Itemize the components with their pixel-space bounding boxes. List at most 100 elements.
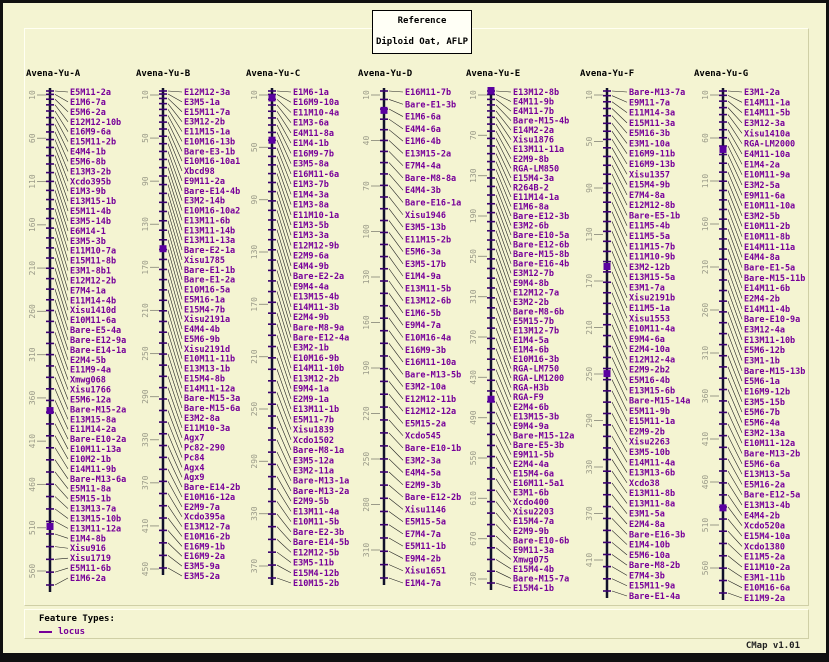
locus-label[interactable]: Bare-M8-9a bbox=[293, 323, 344, 333]
locus-label[interactable]: E15M4-4b bbox=[513, 565, 554, 575]
locus-label[interactable]: RGA-LM750 bbox=[513, 365, 559, 375]
locus-label[interactable]: E16M9-13b bbox=[629, 160, 675, 170]
locus-label[interactable]: E5M11-6b bbox=[70, 564, 111, 574]
locus-label[interactable]: Xisu1839 bbox=[293, 425, 334, 436]
locus-label[interactable]: Bare-E12-4a bbox=[293, 334, 349, 344]
locus-label[interactable]: E11M10-7a bbox=[70, 247, 116, 257]
locus-label[interactable]: E11M14-3a bbox=[629, 109, 675, 119]
locus-label[interactable]: E13M13-1b bbox=[184, 365, 230, 375]
locus-label[interactable]: E2M9-5b bbox=[293, 497, 329, 507]
locus-label[interactable]: Bare-E10-5a bbox=[513, 231, 569, 241]
locus-label[interactable]: Bare-E16-1a bbox=[405, 198, 461, 208]
locus-label[interactable]: Bare-M15-13b bbox=[744, 367, 805, 377]
locus-label[interactable]: Bare-M8-1a bbox=[293, 446, 344, 456]
locus-label[interactable]: Bare-E10-9a bbox=[744, 315, 800, 325]
locus-label[interactable]: E5M6-12a bbox=[70, 395, 111, 405]
locus-label[interactable]: E9M4-1a bbox=[293, 385, 329, 395]
locus-label[interactable]: E5M11-8a bbox=[70, 485, 111, 495]
locus-label[interactable]: E10M16-9b bbox=[293, 354, 339, 364]
locus-label[interactable]: E3M5-2a bbox=[184, 572, 220, 582]
locus-label[interactable]: E9M11-7a bbox=[629, 98, 670, 108]
locus-label[interactable]: E12M12-12a bbox=[405, 407, 456, 417]
locus-label[interactable]: E3M1-10a bbox=[629, 139, 670, 149]
locus-label[interactable]: E4M4-6a bbox=[405, 125, 441, 135]
locus-label[interactable]: Bare-M15-3a bbox=[184, 394, 240, 404]
locus-label[interactable]: Bare-E3-1b bbox=[184, 147, 235, 157]
locus-label[interactable]: E15M4-7a bbox=[513, 517, 554, 527]
locus-label[interactable]: E1M6-6a bbox=[405, 113, 441, 123]
locus-label[interactable]: Xisu1357 bbox=[629, 169, 670, 180]
locus-label[interactable]: E3M2-12b bbox=[629, 263, 670, 273]
locus-label[interactable]: Bare-E2-3b bbox=[293, 528, 344, 538]
locus-label[interactable]: E2M9-8b bbox=[513, 155, 549, 165]
locus-label[interactable]: E5M6-9b bbox=[184, 335, 220, 345]
locus-label[interactable]: E2M9-1a bbox=[293, 395, 329, 405]
locus-label[interactable]: Bare-E5-4a bbox=[70, 326, 121, 336]
locus-label[interactable]: Xisu1785 bbox=[184, 255, 225, 266]
locus-label[interactable]: Bare-E14-2b bbox=[184, 483, 240, 493]
locus-label[interactable]: Xisu1146 bbox=[405, 504, 446, 515]
locus-label[interactable]: E3M5-13b bbox=[405, 223, 446, 233]
locus-label[interactable]: E13M11-14b bbox=[184, 226, 235, 236]
locus-label[interactable]: E10M16-6a bbox=[744, 584, 790, 594]
locus-label[interactable]: E10M11-6a bbox=[70, 316, 116, 326]
locus-label[interactable]: E10M11-10a bbox=[744, 202, 795, 212]
locus-label[interactable]: Xisu2263 bbox=[629, 437, 670, 448]
locus-label[interactable]: E7M4-4a bbox=[405, 162, 441, 172]
locus-label[interactable]: E5M15-5a bbox=[405, 518, 446, 528]
locus-label[interactable]: RGA-LM2000 bbox=[744, 140, 795, 150]
locus-label[interactable]: Xisu2191b bbox=[629, 293, 675, 304]
locus-label[interactable]: E12M12-9b bbox=[293, 241, 339, 251]
locus-label[interactable]: E15M4-1b bbox=[513, 584, 554, 594]
locus-label[interactable]: E5M16-2a bbox=[744, 480, 785, 490]
map-title[interactable]: Avena-Yu-E bbox=[466, 69, 520, 79]
locus-label[interactable]: E13M13-7a bbox=[70, 505, 116, 515]
locus-label[interactable]: E11M9-2a bbox=[744, 594, 785, 604]
locus-label[interactable]: Bare-E14-4b bbox=[184, 187, 240, 197]
locus-label[interactable]: E11M14-2a bbox=[70, 425, 116, 435]
locus-label[interactable]: E5M11-9b bbox=[629, 407, 670, 417]
locus-label[interactable]: E3M2-2b bbox=[513, 298, 549, 308]
locus-label[interactable]: E14M11-10b bbox=[293, 364, 344, 374]
locus-label[interactable]: E2M4-4a bbox=[513, 460, 549, 470]
locus-label[interactable]: E13M15-2a bbox=[405, 149, 451, 159]
locus-label[interactable]: E16M9-1b bbox=[184, 542, 225, 552]
locus-label[interactable]: Bare-E14-1a bbox=[70, 346, 126, 356]
locus-label[interactable]: E4M4-2b bbox=[744, 511, 780, 521]
locus-label[interactable]: E10M11-4a bbox=[629, 325, 675, 335]
locus-label[interactable]: E16M9-7b bbox=[293, 149, 334, 159]
locus-label[interactable]: E4M11-8a bbox=[293, 129, 334, 139]
locus-label[interactable]: E9M4-7a bbox=[405, 321, 441, 331]
locus-label[interactable]: Bare-E5-1b bbox=[629, 211, 680, 221]
locus-label[interactable]: Xcdo1380 bbox=[744, 542, 785, 552]
locus-label[interactable]: E2M4-9b bbox=[293, 313, 329, 323]
locus-label[interactable]: E13M15-6b bbox=[629, 386, 675, 396]
locus-label[interactable]: E10M16-10a1 bbox=[184, 157, 240, 167]
locus-label[interactable]: E3M1-2a bbox=[744, 88, 780, 98]
locus-label[interactable]: Bare-E16-4b bbox=[513, 260, 569, 270]
locus-label[interactable]: Bare-M8-2b bbox=[629, 561, 680, 571]
locus-label[interactable]: E3M5-15b bbox=[744, 398, 785, 408]
locus-label[interactable]: RGA-F9 bbox=[513, 393, 544, 403]
locus-label[interactable]: E5M15-1b bbox=[70, 495, 111, 505]
locus-label[interactable]: Bare-M13-2a bbox=[293, 487, 349, 497]
locus-label[interactable]: E3M1-8b1 bbox=[70, 267, 111, 277]
locus-label[interactable]: E3M2-1b bbox=[293, 344, 329, 354]
locus-label[interactable]: Bare-M15-11b bbox=[744, 274, 805, 284]
locus-label[interactable]: Bare-E12-6b bbox=[513, 241, 569, 251]
locus-label[interactable]: E10M11-5b bbox=[293, 518, 339, 528]
locus-label[interactable]: E4M4-8a bbox=[744, 253, 780, 263]
locus-label[interactable]: E12M12-5b bbox=[293, 548, 339, 558]
locus-label[interactable]: E11M5-1a bbox=[629, 304, 670, 314]
locus-label[interactable]: E15M11-8b bbox=[70, 257, 116, 267]
locus-label[interactable]: E5M6-7b bbox=[744, 408, 780, 418]
locus-label[interactable]: E2M4-10a bbox=[629, 345, 670, 355]
locus-label[interactable]: E16M9-12b bbox=[744, 387, 790, 397]
locus-label[interactable]: E1M6-4b bbox=[405, 137, 441, 147]
locus-label[interactable]: E5M6-1a bbox=[744, 377, 780, 387]
locus-label[interactable]: Bare-E2-2a bbox=[293, 272, 344, 282]
locus-label[interactable]: E15M11-1a bbox=[629, 417, 675, 427]
locus-label[interactable]: E3M1-6b bbox=[513, 489, 549, 499]
locus-label[interactable]: E11M14-4b bbox=[70, 296, 116, 306]
locus-label[interactable]: E2M9-3b bbox=[405, 481, 441, 491]
